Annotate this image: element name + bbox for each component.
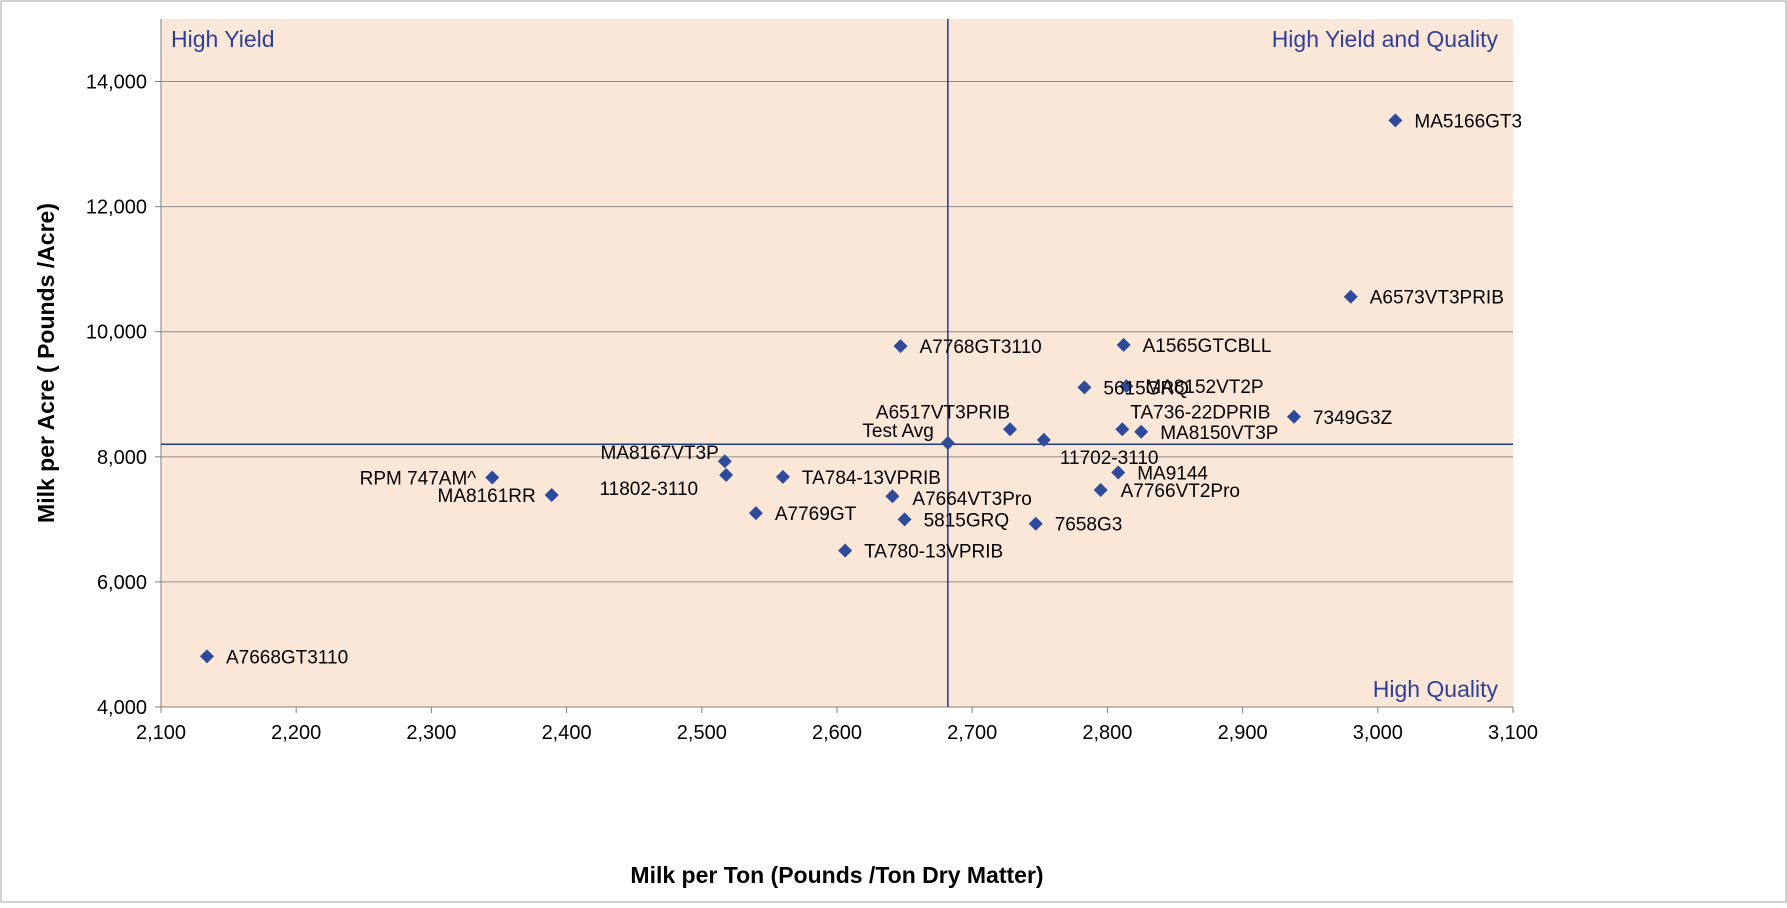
data-point xyxy=(940,436,955,451)
data-label: MA8152VT2P xyxy=(1145,377,1263,398)
quadrant-label: High Quality xyxy=(1373,676,1499,702)
y-tick-label: 14,000 xyxy=(86,72,147,94)
data-label: A7768GT3110 xyxy=(920,337,1042,358)
data-point xyxy=(1077,380,1092,395)
data-label: TA736-22DPRIB xyxy=(1130,402,1270,423)
data-label: 5615GRQ xyxy=(1103,378,1189,399)
data-point xyxy=(1111,465,1126,480)
data-label: 11702-3110 xyxy=(1060,448,1159,469)
data-point xyxy=(1003,422,1018,437)
data-point xyxy=(1343,289,1358,304)
x-tick-label: 3,000 xyxy=(1353,722,1403,744)
data-point xyxy=(1286,409,1301,424)
reference-lines xyxy=(161,19,1513,707)
data-label: A7766VT2Pro xyxy=(1121,481,1240,502)
data-label: MA9144 xyxy=(1137,463,1208,484)
x-tick-label: 2,300 xyxy=(406,722,456,744)
data-point xyxy=(775,469,790,484)
data-labels: MA5166GT3 A6573VT3PRIB A7768GT3110 A1565GTC… xyxy=(226,111,1522,668)
data-label: A7668GT3110 xyxy=(226,647,348,668)
data-label: MA5166GT3 xyxy=(1414,111,1522,132)
data-points xyxy=(199,113,1403,664)
data-point xyxy=(897,512,912,527)
gridlines xyxy=(161,81,1513,583)
y-axis-title: Milk per Acre ( Pounds /Acre) xyxy=(33,203,59,523)
data-point xyxy=(1388,113,1403,128)
data-label: A1565GTCBLL xyxy=(1143,336,1272,357)
data-point xyxy=(485,470,500,485)
y-tick-label: 12,000 xyxy=(86,197,147,219)
quadrant-label: High Yield xyxy=(171,26,275,52)
quadrant-labels: High Yield High Yield and Quality High Qua… xyxy=(171,26,1498,702)
y-tick-label: 10,000 xyxy=(86,322,147,344)
plot-area xyxy=(161,19,1513,707)
data-point xyxy=(1028,516,1043,531)
y-tick-label: 6,000 xyxy=(97,572,147,594)
x-tick-label: 2,100 xyxy=(136,722,186,744)
data-point xyxy=(1134,424,1149,439)
data-point xyxy=(544,487,559,502)
data-point xyxy=(1093,482,1108,497)
y-tick-label: 4,000 xyxy=(97,697,147,719)
data-point xyxy=(893,339,908,354)
data-point xyxy=(717,454,732,469)
data-label: RPM 747AM^ xyxy=(360,468,477,489)
data-point xyxy=(1036,432,1051,447)
x-tick-label: 2,500 xyxy=(677,722,727,744)
data-label: A7769GT xyxy=(775,504,857,525)
data-label: A6573VT3PRIB xyxy=(1370,288,1504,309)
data-label: TA784-13VPRIB xyxy=(802,468,941,489)
data-label: MA8167VT3P xyxy=(600,443,718,464)
x-tick-label: 2,200 xyxy=(271,722,321,744)
data-label: 5815GRQ xyxy=(924,510,1010,531)
data-point xyxy=(885,489,900,504)
data-point xyxy=(1115,422,1130,437)
y-tick-label: 8,000 xyxy=(97,447,147,469)
axes: 4,000 6,000 8,000 10,000 12,000 14,000 2,100 2,… xyxy=(86,19,1538,744)
data-point xyxy=(838,543,853,558)
data-label: A6517VT3PRIB xyxy=(876,402,1010,423)
x-tick-label: 2,900 xyxy=(1218,722,1268,744)
x-axis-title: Milk per Ton (Pounds /Ton Dry Matter) xyxy=(630,862,1043,888)
data-point xyxy=(1116,337,1131,352)
data-point xyxy=(719,467,734,482)
data-point xyxy=(748,506,763,521)
data-label: MA8150VT3P xyxy=(1160,423,1278,444)
x-tick-label: 2,400 xyxy=(542,722,592,744)
data-label: 7349G3Z xyxy=(1313,408,1393,429)
data-point xyxy=(199,649,214,664)
data-label: TA780-13VPRIB xyxy=(864,542,1003,563)
data-label: 11802-3110 xyxy=(600,479,699,500)
data-label: 7658G3 xyxy=(1055,515,1123,536)
x-tick-label: 2,600 xyxy=(812,722,862,744)
x-tick-label: 2,800 xyxy=(1082,722,1132,744)
data-label: Test Avg xyxy=(862,421,933,442)
data-point xyxy=(1119,379,1134,394)
quadrant-label: High Yield and Quality xyxy=(1272,26,1499,52)
x-tick-label: 3,100 xyxy=(1488,722,1538,744)
data-label: A7664VT3Pro xyxy=(912,489,1031,510)
x-tick-label: 2,700 xyxy=(947,722,997,744)
data-label: MA8161RR xyxy=(438,486,536,507)
